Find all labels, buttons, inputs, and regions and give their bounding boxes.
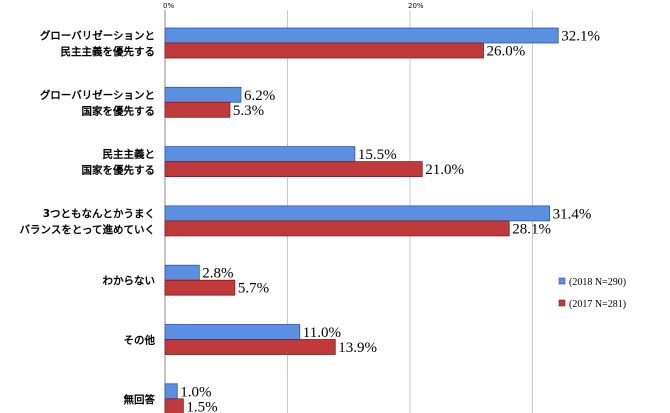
category-label: 国家を優先する xyxy=(82,104,156,117)
bars xyxy=(164,27,559,413)
x-tick-label: 20% xyxy=(408,2,424,10)
bar-2017 xyxy=(164,101,231,118)
legend-swatch xyxy=(558,277,566,285)
data-label: 6.2% xyxy=(244,88,275,104)
legend: (2018 N=290) (2017 N=281) xyxy=(558,277,626,310)
category-label: 民主主義を優先する xyxy=(61,45,156,58)
data-label: 5.3% xyxy=(233,103,264,119)
data-label: 28.1% xyxy=(512,221,551,237)
bar-2017 xyxy=(164,42,484,59)
x-axis-ticks: 0% 20% xyxy=(163,2,424,10)
data-label: 1.0% xyxy=(180,384,211,400)
x-tick-label: 0% xyxy=(163,2,174,10)
data-label: 21.0% xyxy=(425,162,464,178)
data-label: 32.1% xyxy=(561,29,600,45)
data-label: 5.7% xyxy=(238,281,269,297)
bar-2018 xyxy=(164,264,200,281)
bar-2017 xyxy=(164,220,510,237)
data-label: 15.5% xyxy=(358,147,397,163)
bar-2017 xyxy=(164,398,184,413)
category-label: 民主主義と xyxy=(103,148,156,161)
bar-2017 xyxy=(164,161,423,178)
category-label: わからない xyxy=(103,275,156,287)
bar-2017 xyxy=(164,339,336,355)
legend-label: (2018 N=290) xyxy=(569,277,626,288)
category-label: 国家を優先する xyxy=(82,164,156,177)
bar-2018 xyxy=(164,146,356,163)
category-label: グローバリゼーションと xyxy=(40,29,155,42)
data-label: 1.5% xyxy=(186,399,217,413)
bar-2018 xyxy=(164,324,301,340)
value-labels: 32.1% 26.0% 6.2%5.3% 15.5% 21.0% 31.4%28.1% 2.… xyxy=(180,29,600,413)
bar-2018 xyxy=(164,205,551,222)
category-label: グローバリゼーションと xyxy=(40,88,155,101)
bar-2018 xyxy=(164,383,178,400)
bar-2018 xyxy=(164,86,242,103)
bar-2018 xyxy=(164,27,559,44)
legend-label: (2017 N=281) xyxy=(569,299,626,310)
data-label: 11.0% xyxy=(303,325,341,341)
legend-swatch xyxy=(558,299,566,307)
category-label: その他 xyxy=(124,334,156,347)
data-label: 26.0% xyxy=(487,44,526,60)
bar-2017 xyxy=(164,279,236,296)
data-label: 31.4% xyxy=(553,206,592,222)
data-label: 2.8% xyxy=(202,266,233,282)
data-label: 13.9% xyxy=(338,340,377,356)
category-label: バランスをとって進めていく xyxy=(20,223,155,236)
category-label: 無回答 xyxy=(124,393,156,406)
category-label: 3つともなんとかうまく xyxy=(43,208,155,220)
category-labels: グローバリゼーションと民主主義を優先するグローバリゼーションと国家を優先する民主… xyxy=(20,29,156,406)
